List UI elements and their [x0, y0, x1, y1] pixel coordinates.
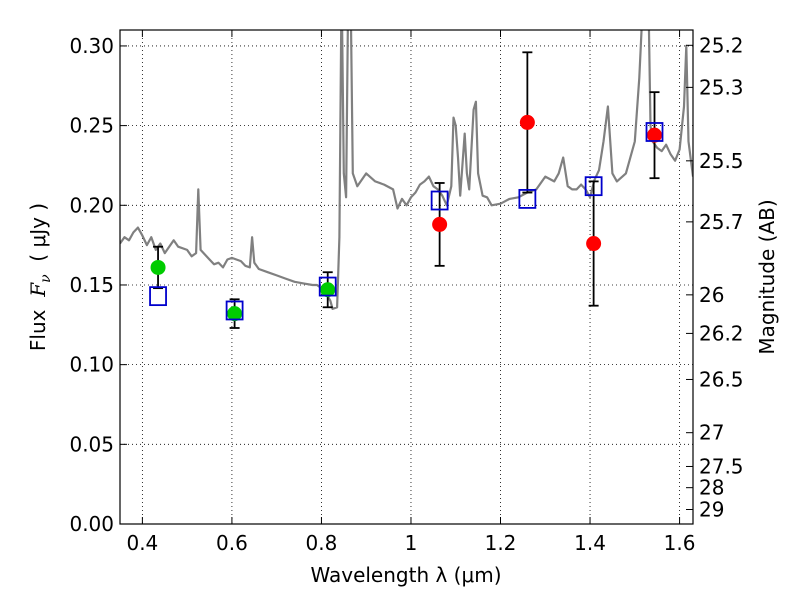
model-square-marker: [318, 276, 337, 297]
y-tick-label: 0.15: [69, 273, 114, 297]
magnitude-tick-label: 25.5: [699, 149, 744, 173]
magnitude-tick-label: 26.2: [699, 321, 744, 345]
model-square-marker: [430, 190, 449, 211]
x-tick-label: 1: [405, 531, 418, 555]
x-tick-label: 1.2: [485, 531, 517, 555]
red-data-point: [586, 236, 602, 252]
x-tick-label: 0.4: [126, 531, 158, 555]
y-tick-label: 0.30: [69, 34, 114, 58]
magnitude-tick-label: 25.3: [699, 75, 744, 99]
plot-frame: [119, 29, 694, 525]
magnitude-tick-label: 27.5: [699, 454, 744, 478]
x-tick-label: 0.8: [306, 531, 338, 555]
model-spectrum-line: [120, 30, 693, 310]
red-data-point: [519, 114, 535, 130]
magnitude-tick-label: 26.5: [699, 367, 744, 391]
magnitude-tick-label: 27: [699, 421, 724, 445]
magnitude-tick-label: 29: [699, 497, 724, 521]
y-tick-label: 0.25: [69, 114, 114, 138]
model-square-marker: [149, 286, 167, 307]
green-data-point: [227, 306, 243, 322]
magnitude-tick-label: 26: [699, 283, 724, 307]
x-tick-label: 0.6: [216, 531, 248, 555]
model-square-marker: [518, 189, 537, 209]
x-axis-label: Wavelength λ (μm): [310, 563, 501, 587]
y-tick-label: 0.00: [69, 512, 114, 536]
green-data-point: [150, 259, 166, 275]
y-tick-label: 0.10: [69, 353, 114, 377]
y-axis-label-prefix: Flux: [26, 297, 50, 351]
magnitude-axis-label: Magnitude (AB): [755, 199, 779, 354]
x-tick-label: 1.4: [574, 531, 606, 555]
y-tick-label: 0.20: [69, 193, 114, 217]
model-square-marker: [645, 122, 664, 142]
y-tick-label: 0.05: [69, 432, 114, 456]
red-data-point: [647, 127, 663, 143]
red-data-point: [432, 216, 448, 232]
magnitude-tick-label: 25.7: [699, 210, 744, 234]
y-axis-label-symbol: F: [26, 282, 50, 298]
green-data-point: [320, 282, 336, 298]
axis-ticks: 0.4 0.6 0.8 1 1.2 1.4 1.6 0.00 0.05 0.10 0.15 0.20 0…: [69, 30, 744, 555]
y-axis-label: Flux Fν ( μJy ): [26, 203, 54, 351]
magnitude-tick-label: 25.2: [699, 33, 744, 57]
model-square-marker: [225, 300, 244, 321]
plot-background: [120, 30, 693, 524]
y-axis-label-suffix: ( μJy ): [26, 203, 50, 275]
model-square-marker: [584, 176, 603, 197]
x-tick-label: 1.6: [664, 531, 696, 555]
data-layer: [120, 30, 693, 329]
magnitude-tick-label: 28: [699, 476, 724, 500]
y-axis-label-subscript: ν: [38, 274, 54, 283]
